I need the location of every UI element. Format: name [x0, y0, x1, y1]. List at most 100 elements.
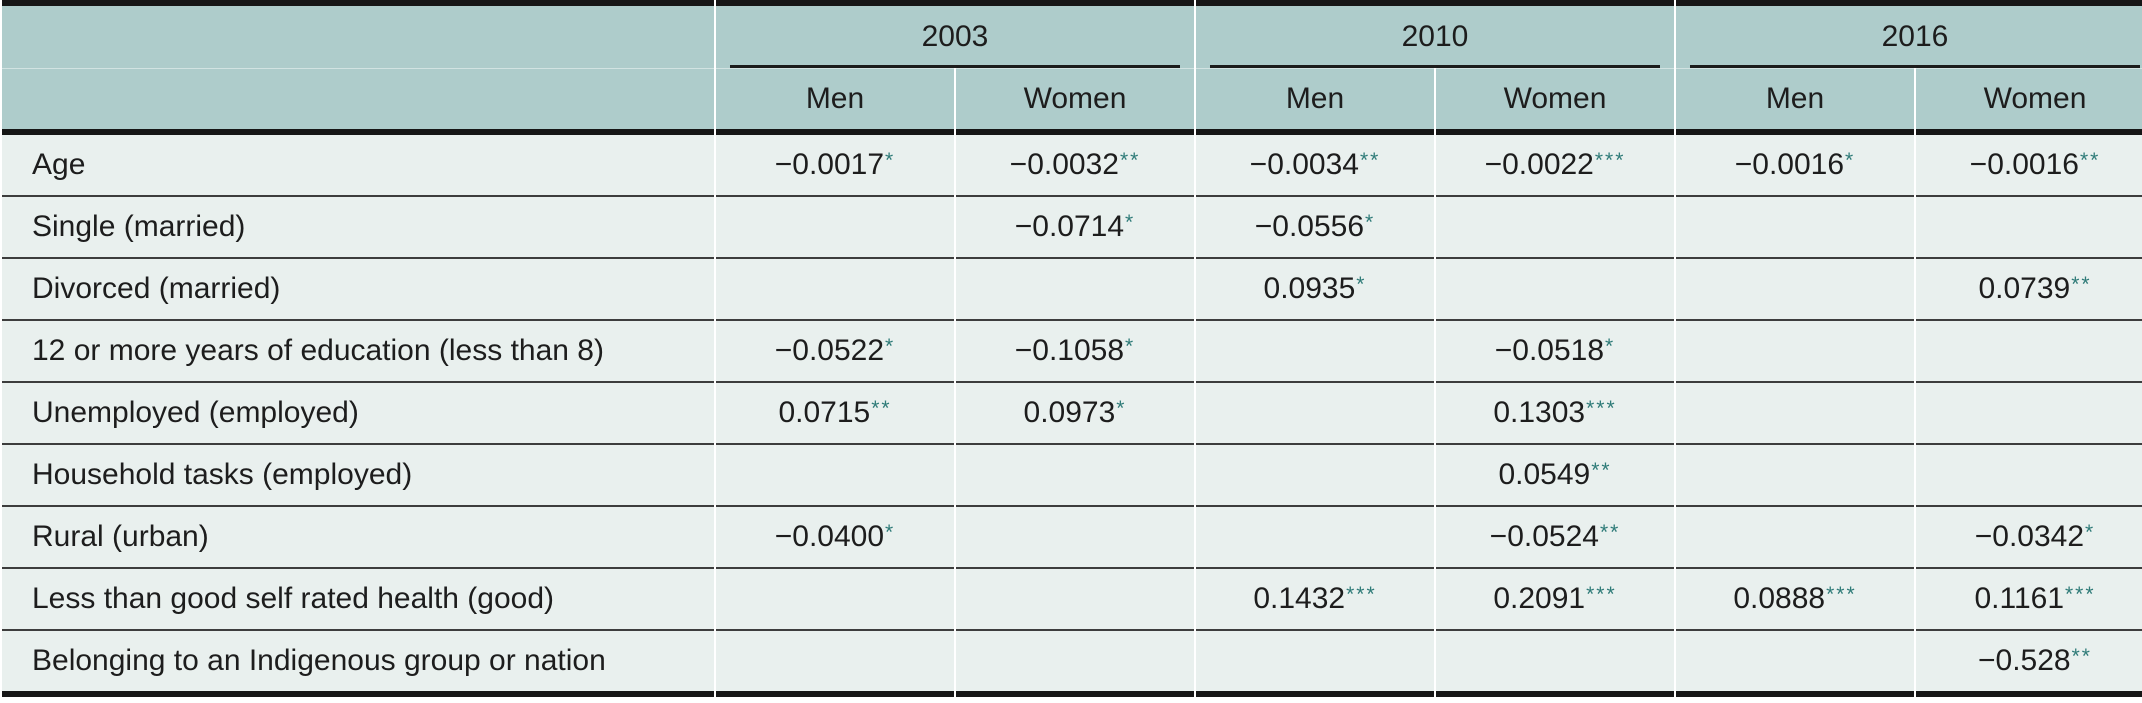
coef-cell [1676, 445, 1914, 507]
coef-cell [716, 197, 954, 259]
coef-cell: 0.0715** [716, 383, 954, 445]
coef-cell: 0.1303*** [1436, 383, 1674, 445]
significance-stars: * [885, 334, 896, 358]
significance-stars: * [1116, 396, 1127, 420]
col-header-2003-women: Women [956, 68, 1194, 135]
year-label: 2010 [1401, 20, 1469, 53]
col-header-2016-women: Women [1916, 68, 2142, 135]
coef-cell: 0.1161*** [1916, 569, 2142, 631]
coef-cell: 0.0549** [1436, 445, 1674, 507]
coef-value: −0.0342 [1974, 520, 2085, 553]
coef-value: 0.0973 [1023, 396, 1116, 429]
year-header-2003: 2003 [716, 0, 1194, 68]
table-row-self-rated-health: Less than good self rated health (good) … [2, 569, 2142, 631]
row-label: Rural (urban) [2, 507, 714, 569]
coef-value: 0.0549 [1498, 458, 1591, 491]
table-row-household-tasks: Household tasks (employed) 0.0549** [2, 445, 2142, 507]
coef-cell: −0.0524** [1436, 507, 1674, 569]
year-header-row: 2003 2010 2016 [2, 0, 2142, 68]
coef-cell [1196, 445, 1434, 507]
significance-stars: ** [871, 396, 892, 420]
coef-cell [716, 569, 954, 631]
coef-cell: −0.528** [1916, 631, 2142, 697]
col-header-2010-women: Women [1436, 68, 1674, 135]
coef-cell [1196, 383, 1434, 445]
coef-cell [956, 445, 1194, 507]
significance-stars: ** [1119, 148, 1141, 172]
coef-value: −0.1058 [1014, 334, 1125, 367]
coef-cell [956, 259, 1194, 321]
row-label: Age [2, 135, 714, 197]
coef-cell: −0.0522* [716, 321, 954, 383]
coef-cell [1676, 631, 1914, 697]
coef-value: 0.1432 [1253, 582, 1346, 615]
coef-cell [1916, 445, 2142, 507]
year-label: 2016 [1881, 20, 1949, 53]
significance-stars: ** [1359, 148, 1381, 172]
table-row-unemployed: Unemployed (employed) 0.0715** 0.0973* 0… [2, 383, 2142, 445]
col-header-2010-men: Men [1196, 68, 1434, 135]
col-header-2016-men: Men [1676, 68, 1914, 135]
coef-value: −0.0016 [1969, 148, 2079, 181]
coef-value: −0.0032 [1009, 148, 1119, 181]
row-label: Household tasks (employed) [2, 445, 714, 507]
coef-value: 0.1303 [1493, 396, 1586, 429]
coef-cell [1196, 507, 1434, 569]
coef-cell [716, 445, 954, 507]
coef-value: 0.0715 [778, 396, 871, 429]
coef-cell [1676, 507, 1914, 569]
spanner-rule-2010 [1210, 65, 1660, 68]
row-label-header-spacer [2, 0, 714, 68]
coef-cell [1676, 321, 1914, 383]
coef-cell [1436, 197, 1674, 259]
significance-stars: * [1125, 334, 1136, 358]
row-label: 12 or more years of education (less than… [2, 321, 714, 383]
spanner-rule-2003 [730, 65, 1180, 68]
significance-stars: * [1605, 334, 1616, 358]
coef-cell [1916, 383, 2142, 445]
significance-stars: ** [2071, 272, 2092, 296]
coef-cell: 0.0739** [1916, 259, 2142, 321]
coef-cell: −0.0556* [1196, 197, 1434, 259]
table-row-single: Single (married) −0.0714* −0.0556* [2, 197, 2142, 259]
coef-cell: 0.0935* [1196, 259, 1434, 321]
significance-stars: * [1125, 210, 1136, 234]
significance-stars: * [885, 520, 896, 544]
significance-stars: ** [1599, 520, 1621, 544]
table-header: 2003 2010 2016 Men Women Men Women Men W… [2, 0, 2142, 135]
table-row-indigenous: Belonging to an Indigenous group or nati… [2, 631, 2142, 697]
year-label: 2003 [921, 20, 989, 53]
coef-cell [1916, 197, 2142, 259]
significance-stars: * [1356, 272, 1367, 296]
row-label-header-spacer [2, 68, 714, 135]
significance-stars: * [2085, 520, 2096, 544]
coef-cell: 0.0973* [956, 383, 1194, 445]
coef-value: −0.0400 [774, 520, 885, 553]
coef-cell [956, 507, 1194, 569]
coef-cell: 0.0888*** [1676, 569, 1914, 631]
year-header-2016: 2016 [1676, 0, 2142, 68]
coef-cell: −0.0017* [716, 135, 954, 197]
coef-cell: 0.1432*** [1196, 569, 1434, 631]
row-label: Divorced (married) [2, 259, 714, 321]
row-label: Single (married) [2, 197, 714, 259]
significance-stars: * [1845, 148, 1856, 172]
coef-value: −0.0522 [774, 334, 885, 367]
row-label: Belonging to an Indigenous group or nati… [2, 631, 714, 697]
table-row-education: 12 or more years of education (less than… [2, 321, 2142, 383]
spanner-rule-2016 [1690, 65, 2140, 68]
coef-value: −0.0524 [1489, 520, 1599, 553]
coef-cell: −0.0034** [1196, 135, 1434, 197]
significance-stars: *** [1346, 582, 1377, 606]
significance-stars: *** [1594, 148, 1626, 172]
coef-cell [956, 631, 1194, 697]
coef-value: −0.0017 [774, 148, 885, 181]
coef-value: −0.0016 [1734, 148, 1845, 181]
coef-value: 0.0888 [1733, 582, 1826, 615]
coef-cell: 0.2091*** [1436, 569, 1674, 631]
coef-cell: −0.0032** [956, 135, 1194, 197]
coef-cell: −0.0022*** [1436, 135, 1674, 197]
coef-cell [956, 569, 1194, 631]
coef-cell [1676, 383, 1914, 445]
